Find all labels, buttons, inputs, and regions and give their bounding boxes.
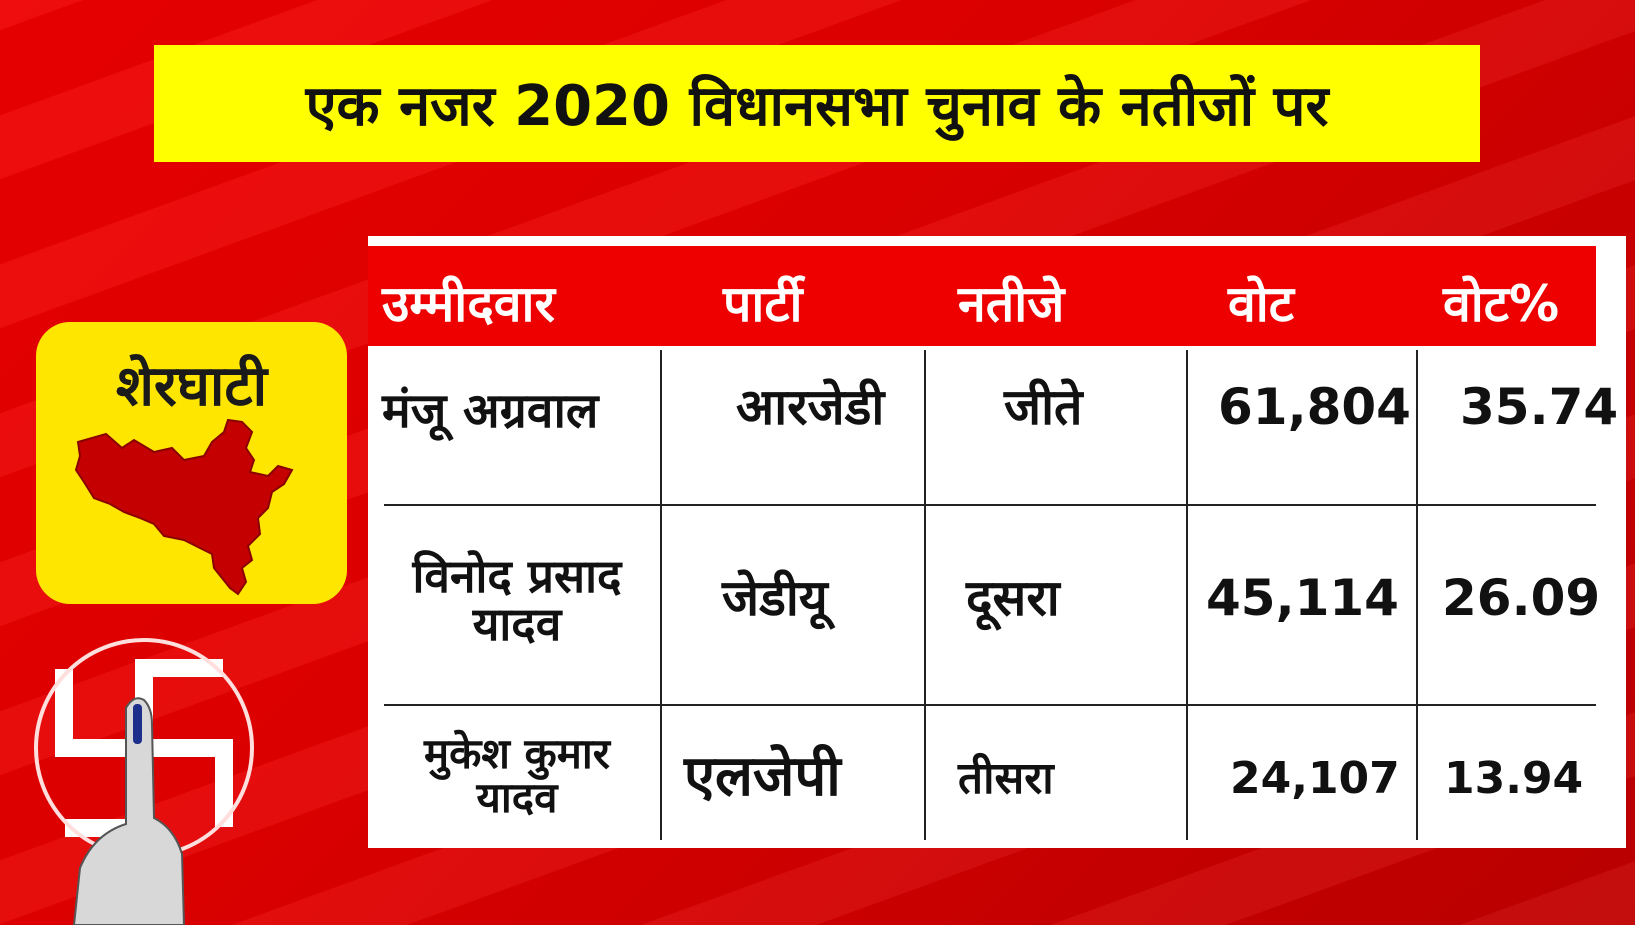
row-divider (384, 704, 1596, 706)
vote-count: 24,107 (1230, 753, 1400, 804)
party-name: जेडीयू (722, 569, 828, 627)
vote-percent: 26.09 (1442, 569, 1601, 627)
vote-count: 45,114 (1206, 569, 1399, 627)
vote-percent: 35.74 (1460, 378, 1619, 436)
constituency-name: शेरघाटी (115, 354, 268, 419)
page-title: एक नजर 2020 विधानसभा चुनाव के नतीजों पर (305, 73, 1329, 139)
candidate-name: मंजू अग्रवाल (382, 383, 599, 439)
inked-finger-icon (72, 697, 186, 925)
election-symbol-icon (34, 638, 254, 925)
row-divider (384, 504, 1596, 506)
header-vote-percent: वोट% (1443, 275, 1560, 333)
party-name: एलजेपी (684, 744, 841, 809)
result-status: दूसरा (966, 569, 1060, 627)
result-status: तीसरा (958, 753, 1054, 804)
column-divider (1186, 350, 1188, 840)
vote-percent: 13.94 (1444, 753, 1584, 804)
result-status: जीते (1004, 378, 1083, 436)
candidate-name: मुकेश कुमार यादव (424, 729, 610, 823)
constituency-card: शेरघाटी (36, 322, 347, 604)
vote-count: 61,804 (1218, 378, 1411, 436)
column-divider (1416, 350, 1418, 840)
header-party: पार्टी (723, 275, 803, 333)
header-votes: वोट (1228, 275, 1294, 333)
header-candidate: उम्मीदवार (382, 275, 555, 333)
party-name: आरजेडी (736, 378, 885, 436)
constituency-map-icon (74, 418, 294, 596)
header-result: नतीजे (958, 275, 1065, 333)
column-divider (924, 350, 926, 840)
results-table: उम्मीदवार पार्टी नतीजे वोट वोट% मंजू अग्… (368, 236, 1626, 848)
title-banner: एक नजर 2020 विधानसभा चुनाव के नतीजों पर (154, 45, 1480, 162)
table-header-row: उम्मीदवार पार्टी नतीजे वोट वोट% (368, 246, 1596, 346)
column-divider (660, 350, 662, 840)
candidate-name: विनोद प्रसाद यादव (412, 549, 622, 652)
